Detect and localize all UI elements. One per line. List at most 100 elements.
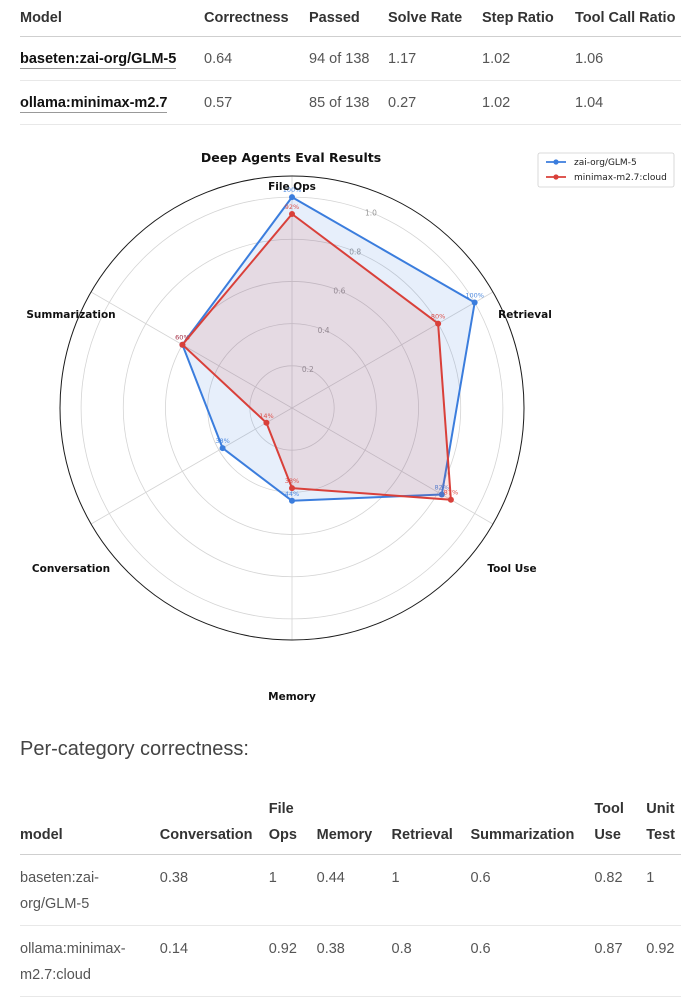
passed-cell: 94 of 138: [309, 36, 388, 81]
data-label: 38%: [285, 477, 299, 485]
data-label: 82%: [435, 483, 449, 491]
radial-tick-label: 1.0: [365, 208, 377, 217]
solve-rate-cell: 0.27: [388, 80, 482, 125]
summary-header-passed: Passed: [309, 0, 388, 37]
category-value-cell: 1: [646, 854, 681, 926]
category-model-cell: baseten:zai-org/GLM-5: [20, 854, 160, 926]
table-row: baseten:zai-org/GLM-5 0.64 94 of 138 1.1…: [20, 36, 681, 81]
legend-marker: [553, 159, 559, 165]
category-header-file-ops: File Ops: [268, 796, 317, 855]
chart-legend: zai-org/GLM-5 minimax-m2.7:cloud: [537, 152, 675, 188]
category-header-model: model: [20, 796, 160, 855]
category-value-cell: 0.38: [159, 854, 269, 926]
legend-box: [537, 152, 675, 188]
model-link-minimax[interactable]: ollama:minimax-m2.7: [20, 94, 168, 113]
category-value-cell: 1: [268, 854, 317, 926]
data-label: 44%: [285, 490, 299, 498]
category-header-memory: Memory: [316, 796, 392, 855]
correctness-cell: 0.57: [204, 80, 309, 125]
model-name-cell: baseten:zai-org/GLM-5: [20, 36, 204, 81]
table-row: ollama:minimax-m2.7 0.57 85 of 138 0.27 …: [20, 80, 681, 125]
tool-call-ratio-cell: 1.06: [575, 36, 681, 81]
radial-tick-label: 0.4: [318, 326, 330, 335]
category-value-cell: 0.14: [159, 925, 269, 997]
radar-grid: 0.2 0.4 0.6 0.8 1.0: [59, 175, 525, 641]
summary-header-model: Model: [20, 0, 204, 37]
category-value-cell: 0.38: [316, 925, 392, 997]
data-point: [289, 194, 295, 201]
data-label: 60%: [175, 334, 189, 342]
category-value-cell: 0.6: [470, 854, 595, 926]
data-label: 92%: [285, 203, 299, 211]
radar-series: 100%100%82%44%38%60%92%80%87%38%14%60%: [175, 186, 484, 504]
step-ratio-cell: 1.02: [482, 80, 575, 125]
legend-marker: [553, 174, 559, 180]
radar-frame: [59, 175, 525, 641]
data-label: 87%: [444, 489, 458, 497]
model-name-cell: ollama:minimax-m2.7: [20, 80, 204, 125]
data-point: [438, 491, 445, 498]
category-header-summarization: Summarization: [470, 796, 595, 855]
data-point: [289, 210, 295, 217]
summary-header-correctness: Correctness: [204, 0, 309, 37]
category-value-cell: 1: [391, 854, 471, 926]
category-label: Tool Use: [487, 563, 536, 575]
data-label: 80%: [431, 313, 445, 321]
step-ratio-cell: 1.02: [482, 36, 575, 81]
category-label: File Ops: [268, 181, 316, 193]
data-point: [435, 320, 442, 327]
radar-axis-labels: File Ops Retrieval Tool Use Memory Conversat…: [26, 181, 551, 703]
category-label: Retrieval: [498, 309, 552, 321]
legend-label: zai-org/GLM-5: [574, 158, 637, 168]
data-label: 100%: [465, 292, 484, 300]
summary-header-tool-call-ratio: Tool Call Ratio: [575, 0, 681, 37]
radial-tick-label: 0.8: [349, 248, 361, 257]
data-label: 38%: [215, 437, 229, 445]
data-point: [219, 445, 226, 452]
grid-spoke: [90, 291, 293, 409]
radial-tick-label: 0.2: [302, 365, 314, 374]
passed-cell: 85 of 138: [309, 80, 388, 125]
data-point: [263, 419, 270, 426]
data-point: [179, 341, 186, 348]
summary-header-row: Model Correctness Passed Solve Rate Step…: [20, 0, 681, 37]
category-value-cell: 0.87: [594, 925, 647, 997]
summary-header-step-ratio: Step Ratio: [482, 0, 575, 37]
solve-rate-cell: 1.17: [388, 36, 482, 81]
data-label: 60%: [175, 334, 189, 342]
category-value-cell: 0.92: [268, 925, 317, 997]
category-value-cell: 0.6: [470, 925, 595, 997]
category-value-cell: 0.8: [391, 925, 471, 997]
category-value-cell: 0.44: [316, 854, 392, 926]
data-label: 100%: [283, 186, 302, 194]
category-model-cell: ollama:minimax-m2.7:cloud: [20, 925, 160, 997]
grid-spoke: [291, 291, 494, 409]
series-polygon: [181, 213, 452, 501]
category-value-cell: 0.82: [594, 854, 647, 926]
radial-tick-label: 0.6: [333, 287, 345, 296]
category-header-row: model Conversation File Ops Memory Retri…: [20, 796, 681, 855]
tool-call-ratio-cell: 1.04: [575, 80, 681, 125]
category-table: model Conversation File Ops Memory Retri…: [20, 796, 681, 997]
category-label: Memory: [268, 691, 316, 703]
radar-chart: Deep Agents Eval Results 0.2 0.4 0.6 0.8 1.0…: [26, 150, 675, 703]
chart-title: Deep Agents Eval Results: [201, 150, 381, 165]
legend-label: minimax-m2.7:cloud: [574, 173, 667, 183]
table-row: baseten:zai-org/GLM-5 0.38 1 0.44 1 0.6 …: [20, 854, 681, 926]
category-label: Conversation: [32, 563, 110, 575]
data-point: [471, 299, 478, 306]
category-header-retrieval: Retrieval: [391, 796, 471, 855]
category-header-conversation: Conversation: [159, 796, 269, 855]
grid-spoke: [291, 407, 494, 525]
data-point: [289, 485, 295, 492]
category-header-unit-test: Unit Test: [646, 796, 681, 855]
grid-spoke: [90, 407, 293, 525]
data-point: [447, 496, 454, 503]
category-header-tool-use: Tool Use: [594, 796, 647, 855]
table-row: ollama:minimax-m2.7:cloud 0.14 0.92 0.38…: [20, 925, 681, 997]
model-link-glm5[interactable]: baseten:zai-org/GLM-5: [20, 50, 177, 69]
section-heading: Per-category correctness:: [20, 738, 249, 760]
data-label: 14%: [259, 412, 273, 420]
data-point: [289, 497, 295, 504]
category-label: Summarization: [26, 309, 115, 321]
